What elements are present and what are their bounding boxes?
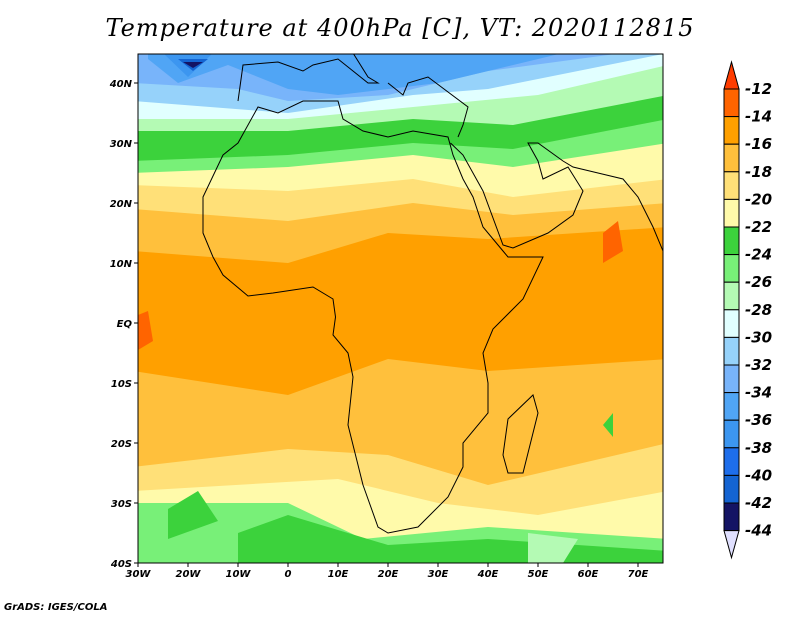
- colorbar-swatch: [723, 143, 740, 173]
- colorbar-swatch: [723, 254, 740, 283]
- field-band: [168, 491, 218, 539]
- lat-tick-label: 40S: [110, 559, 132, 570]
- colorbar-label: -38: [745, 439, 772, 457]
- plot-title: Temperature at 400hPa [C], VT: 202011281…: [105, 14, 695, 42]
- colorbar-swatch: [723, 281, 740, 311]
- coastlines: [202, 54, 663, 534]
- colorbar-swatch: [723, 171, 740, 200]
- colorbar-label: -40: [745, 466, 772, 484]
- field-band: [603, 221, 623, 263]
- colorbar-swatch: [723, 392, 740, 421]
- colorbar-swatch: [723, 447, 740, 476]
- colorbar-label: -44: [745, 522, 772, 540]
- colorbar-min-arrow: [723, 530, 740, 560]
- lon-tick-label: 30W: [126, 569, 152, 580]
- colorbar-label: -18: [745, 163, 772, 181]
- lat-tick-label: 10N: [110, 259, 133, 270]
- lon-tick-label: 70E: [628, 569, 649, 580]
- colorbar-label: -28: [745, 301, 772, 319]
- colorbar: -12 -14 -16 -18 -20 -22 -24 -26 -28 -30 -32 -34 -36 -…: [723, 60, 772, 560]
- colorbar-label: -14: [745, 108, 772, 126]
- colorbar-label: -16: [745, 135, 772, 153]
- field-band: [183, 62, 203, 68]
- lon-tick-label: 0: [285, 569, 292, 580]
- colorbar-swatch: [723, 336, 740, 366]
- lat-tick-label: 20N: [110, 199, 133, 210]
- lat-tick-label: 20S: [111, 439, 132, 450]
- temperature-field: [138, 54, 663, 563]
- lon-tick-label: 10W: [226, 569, 252, 580]
- colorbar-swatch: [723, 88, 740, 118]
- field-band: [138, 287, 238, 357]
- eastmed-coastline: [387, 76, 469, 138]
- colorbar-swatch: [723, 502, 740, 532]
- lat-tick-label: 40N: [109, 79, 133, 90]
- field-band: [603, 413, 613, 437]
- lon-tick-label: 20W: [176, 569, 202, 580]
- lon-tick-label: 40E: [477, 569, 499, 580]
- lat-tick-label: EQ: [117, 319, 133, 330]
- colorbar-swatch: [723, 198, 740, 228]
- colorbar-label: -36: [745, 411, 772, 429]
- field-band: [528, 533, 578, 563]
- colorbar-label: -22: [745, 218, 772, 236]
- lon-tick-label: 50E: [528, 569, 549, 580]
- colorbar-label: -20: [745, 190, 772, 208]
- field-band: [138, 311, 153, 350]
- lon-tick-label: 60E: [578, 569, 599, 580]
- lon-tick-label: 30E: [428, 569, 449, 580]
- colorbar-swatch: [723, 419, 740, 449]
- colorbar-label: -26: [745, 273, 772, 291]
- colorbar-swatch: [723, 309, 740, 338]
- colorbar-label: -12: [745, 80, 772, 98]
- lon-tick-label: 10E: [328, 569, 349, 580]
- map-frame: [137, 53, 664, 564]
- europe-coastline: [237, 54, 380, 102]
- lon-tick-label: 20E: [378, 569, 399, 580]
- colorbar-label: -34: [745, 384, 772, 402]
- colorbar-label: -42: [745, 494, 772, 512]
- colorbar-label: -24: [745, 246, 772, 264]
- africa-coastline: [202, 100, 544, 534]
- colorbar-label: -32: [745, 356, 772, 374]
- colorbar-swatch: [723, 474, 740, 504]
- colorbar-max-arrow: [723, 60, 740, 90]
- colorbar-swatch: [723, 226, 740, 256]
- axis-ticks: 30W 20W 10W 0 10E 20E 30E 40E 50E 60E 70E 40N 30N 20N…: [109, 79, 649, 580]
- madagascar-coastline: [502, 394, 539, 474]
- colorbar-swatch: [723, 116, 740, 145]
- lat-tick-label: 10S: [111, 379, 132, 390]
- grads-credit: GrADS: IGES/COLA: [4, 602, 108, 613]
- colorbar-label: -30: [745, 328, 772, 346]
- arabia-coastline: [450, 142, 663, 253]
- lat-tick-label: 30S: [111, 499, 132, 510]
- lat-tick-label: 30N: [110, 139, 133, 150]
- colorbar-swatch: [723, 364, 740, 394]
